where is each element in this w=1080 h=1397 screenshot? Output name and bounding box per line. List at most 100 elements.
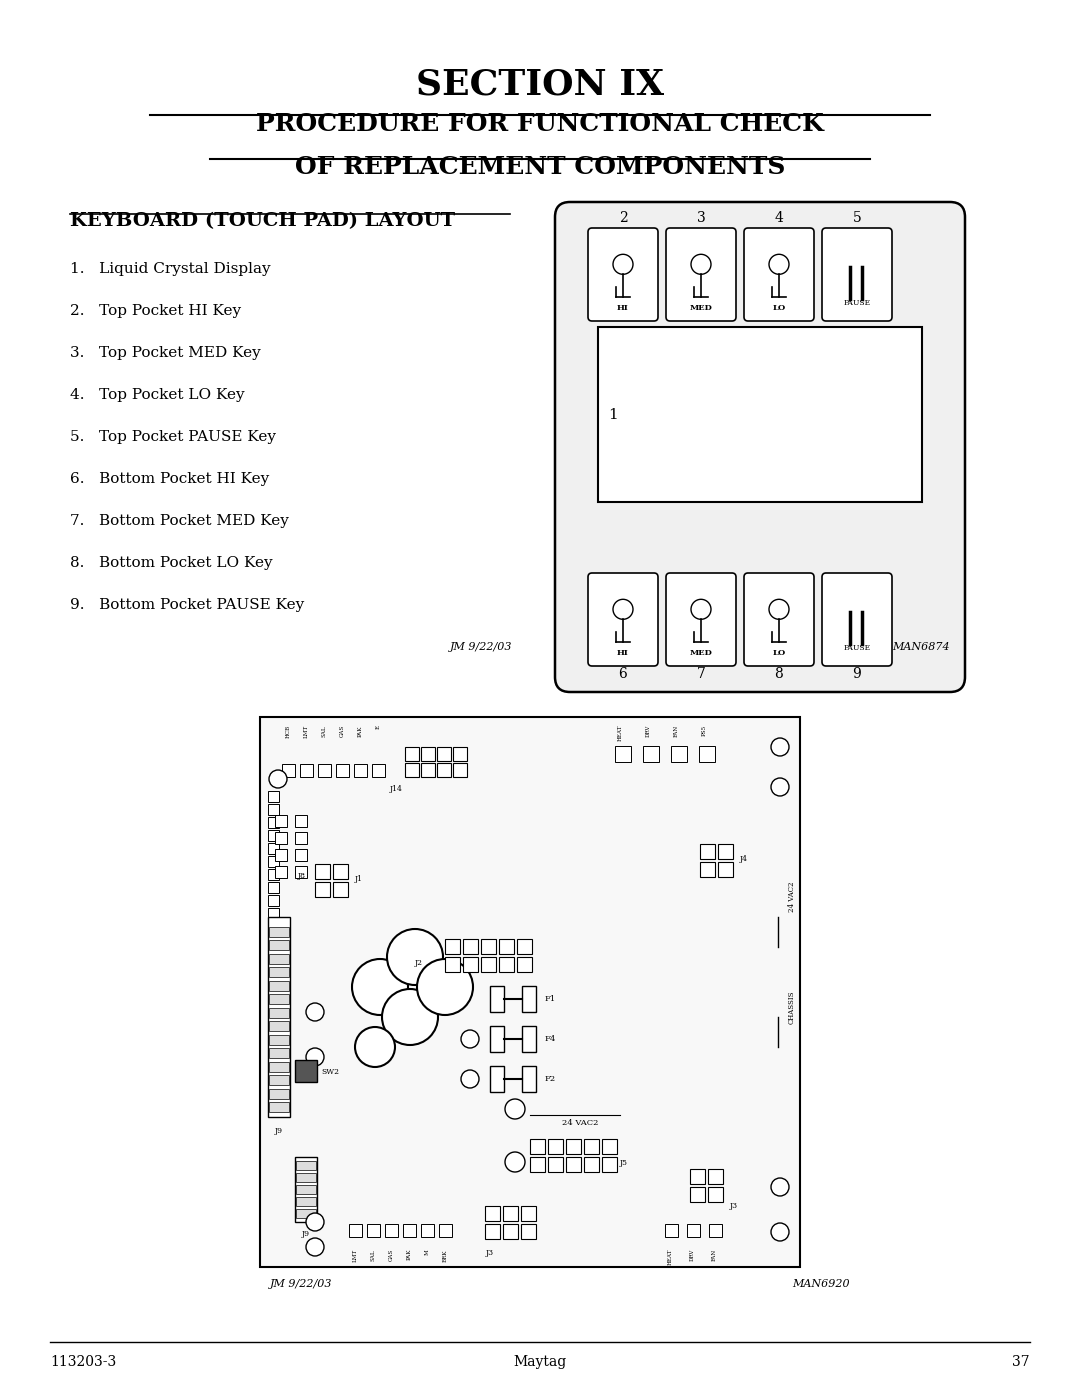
Bar [548,1157,564,1172]
Text: J3: J3 [730,1201,738,1210]
Text: Maytag: Maytag [513,1355,567,1369]
Text: MAN6920: MAN6920 [793,1280,850,1289]
Text: J9: J9 [302,1229,310,1238]
Bar [499,957,514,972]
Bar [522,1025,536,1052]
Text: J8: J8 [298,872,306,880]
Bar [275,849,287,861]
Text: MAN6874: MAN6874 [892,643,950,652]
Bar [438,1224,453,1236]
Bar [269,1062,289,1071]
Bar [268,856,279,868]
Text: E: E [376,725,380,729]
FancyBboxPatch shape [588,228,658,321]
Text: 9.   Bottom Pocket PAUSE Key: 9. Bottom Pocket PAUSE Key [70,598,305,612]
Text: J1: J1 [355,875,363,883]
Bar [602,1157,618,1172]
Bar [269,926,289,936]
Bar [405,747,419,761]
Text: JM 9/22/03: JM 9/22/03 [270,1280,333,1289]
Circle shape [691,599,711,619]
Circle shape [306,1238,324,1256]
Text: 7: 7 [697,666,705,680]
Bar [295,1157,318,1222]
Bar [318,764,330,777]
Circle shape [691,254,711,274]
Text: 9: 9 [852,666,862,680]
Text: PAUSE: PAUSE [843,644,870,652]
Bar [269,981,289,990]
Text: 5.   Top Pocket PAUSE Key: 5. Top Pocket PAUSE Key [70,430,276,444]
Text: F4: F4 [545,1035,556,1044]
Bar [503,1224,518,1239]
Text: 1.   Liquid Crystal Display: 1. Liquid Crystal Display [70,263,271,277]
Text: OF REPLACEMENT COMPONENTS: OF REPLACEMENT COMPONENTS [295,155,785,179]
Circle shape [771,1178,789,1196]
Text: SAL: SAL [322,725,326,736]
Text: SAL: SAL [370,1249,376,1260]
Bar [296,1173,316,1182]
Bar [300,764,313,777]
Bar [372,764,384,777]
Bar [517,939,532,954]
Bar [548,1139,564,1154]
Text: DRV: DRV [689,1249,694,1261]
Bar [700,862,715,877]
Text: LMT: LMT [352,1249,357,1261]
Bar [275,866,287,877]
Bar [522,1066,536,1092]
FancyBboxPatch shape [744,228,814,321]
FancyBboxPatch shape [822,573,892,666]
Bar [269,1102,289,1112]
Bar [268,805,279,814]
Bar [485,1224,500,1239]
Bar [463,957,478,972]
Bar [336,764,349,777]
Text: 6.   Bottom Pocket HI Key: 6. Bottom Pocket HI Key [70,472,269,486]
Bar [295,866,307,877]
Text: F2: F2 [545,1076,556,1083]
Bar [584,1139,599,1154]
Text: PAUSE: PAUSE [843,299,870,307]
FancyBboxPatch shape [555,203,966,692]
Bar [708,1169,724,1185]
Bar [453,747,467,761]
Bar [530,1139,545,1154]
Bar [690,1186,705,1201]
Circle shape [505,1099,525,1119]
Bar [295,1060,318,1083]
Bar [671,746,687,761]
Bar [315,863,330,879]
Bar [333,882,349,897]
Bar [384,1224,399,1236]
Text: GAS: GAS [389,1249,393,1261]
Bar [269,1088,289,1098]
Bar [718,862,733,877]
Text: F1: F1 [545,995,556,1003]
Bar [295,814,307,827]
Bar [584,1157,599,1172]
Bar [700,844,715,859]
Text: JM 9/22/03: JM 9/22/03 [450,643,513,652]
Text: KEYBOARD (TOUCH PAD) LAYOUT: KEYBOARD (TOUCH PAD) LAYOUT [70,212,455,231]
Bar [643,746,659,761]
Bar [268,791,279,802]
Bar [481,939,497,954]
Bar [453,763,467,777]
Bar [268,916,291,1118]
Text: HEAT: HEAT [618,725,622,742]
Text: SW2: SW2 [321,1067,339,1076]
Text: J4: J4 [740,855,748,863]
Text: LMT: LMT [303,725,309,738]
Text: PAK: PAK [357,725,363,736]
Bar [295,849,307,861]
Bar [463,939,478,954]
Bar [260,717,800,1267]
FancyBboxPatch shape [598,327,922,502]
Bar [268,842,279,854]
Bar [503,1206,518,1221]
Text: 4: 4 [774,211,783,225]
Bar [405,763,419,777]
Bar [296,1185,316,1194]
Text: 24 VAC2: 24 VAC2 [788,882,796,912]
